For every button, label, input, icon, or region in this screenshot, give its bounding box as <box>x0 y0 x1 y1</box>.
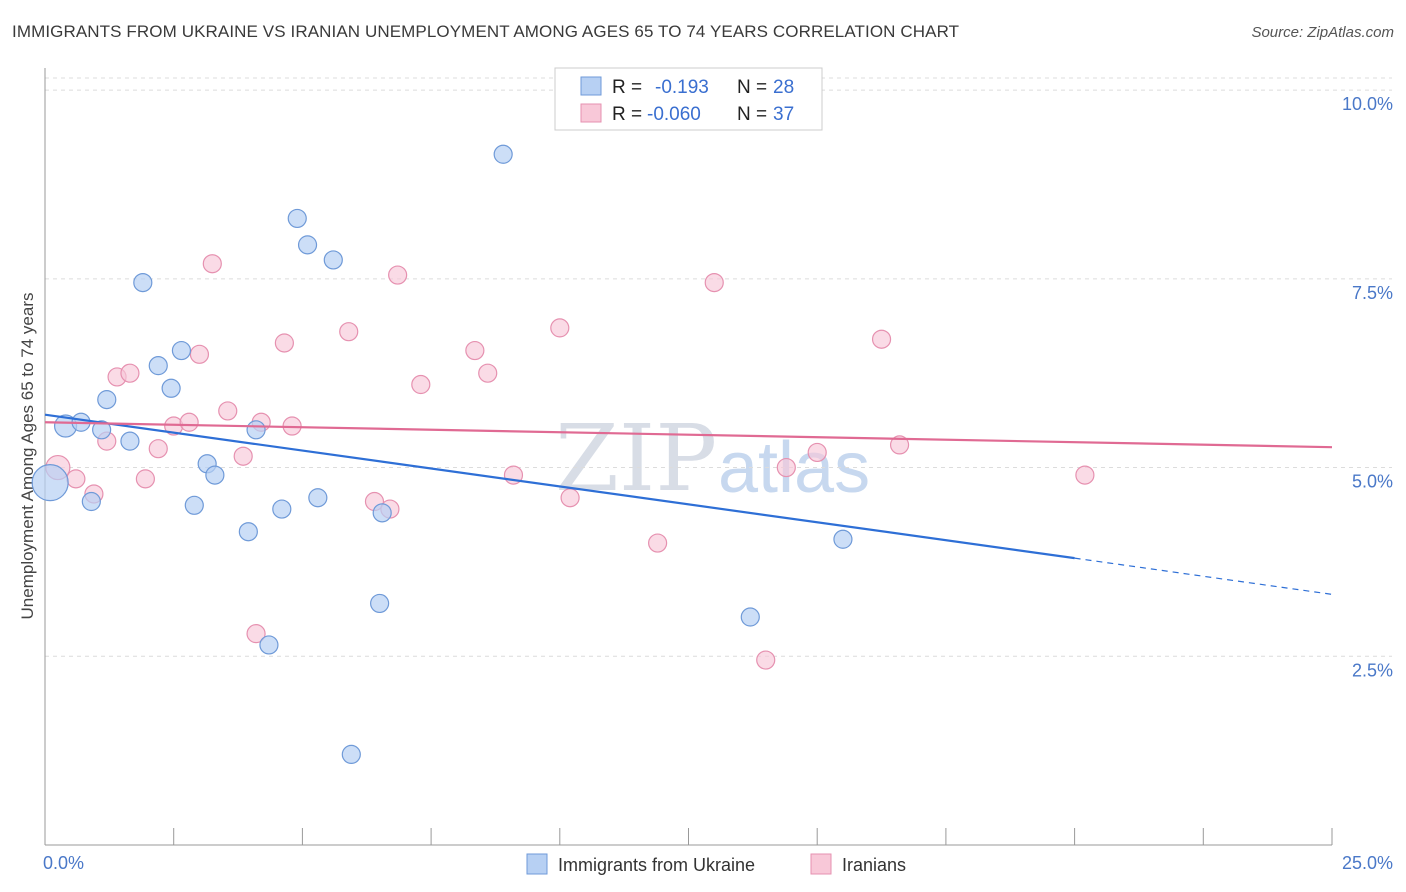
legend-r-value-iran: -0.060 <box>647 104 701 125</box>
ukraine-point <box>740 607 760 627</box>
ukraine-point <box>92 420 112 440</box>
legend-n-label-iran: N = <box>737 104 767 125</box>
y-tick-label: 10.0% <box>1342 94 1393 114</box>
watermark-zip: ZIP <box>555 405 717 512</box>
iran-point <box>339 322 359 342</box>
legend-swatch-iran <box>580 103 602 123</box>
legend-r-value-ukraine: -0.193 <box>655 77 709 98</box>
iran-point <box>560 488 580 508</box>
legend-r-label-ukraine: R = <box>612 77 642 98</box>
x-axis-ticks <box>44 828 1333 845</box>
ukraine-point <box>133 272 153 293</box>
gridlines <box>45 77 1392 657</box>
iran-point <box>807 442 827 463</box>
iran-trend-line <box>44 421 1333 449</box>
iran-point <box>465 340 485 361</box>
ukraine-point <box>120 431 140 451</box>
bottom-legend-label-ukraine: Immigrants from Ukraine <box>558 855 755 875</box>
ukraine-point <box>246 420 266 440</box>
ukraine-point <box>97 390 117 410</box>
iran-point <box>550 318 570 338</box>
ukraine-point <box>259 635 279 655</box>
y-tick-label: 7.5% <box>1352 283 1393 303</box>
iran-point <box>135 469 155 489</box>
ukraine-point <box>493 144 513 164</box>
ukraine-point <box>205 465 225 485</box>
iran-point <box>648 533 668 553</box>
iran-point <box>1075 465 1095 485</box>
ukraine-point <box>81 491 101 512</box>
legend-n-value-ukraine: 28 <box>773 77 794 98</box>
y-tick-label: 2.5% <box>1352 660 1393 680</box>
iran-point <box>120 363 140 383</box>
iran-point <box>66 469 86 489</box>
ukraine-point <box>31 464 69 502</box>
correlation-legend: R = -0.193 N = 28 R = -0.060 N = 37 <box>554 67 823 131</box>
iran-point <box>478 363 498 383</box>
ukraine-point <box>833 529 853 549</box>
iran-point <box>189 344 210 364</box>
source-label: Source: ZipAtlas.com <box>1251 24 1394 41</box>
trend-lines <box>44 413 1333 595</box>
ukraine-point <box>372 503 392 523</box>
ukraine-point <box>308 488 328 508</box>
iran-point <box>218 401 238 421</box>
ukraine-point <box>148 356 168 376</box>
legend-n-label-ukraine: N = <box>737 77 767 98</box>
iran-point <box>776 457 796 478</box>
series-legend: Immigrants from Ukraine Iranians <box>526 853 906 875</box>
ukraine-point <box>323 250 343 270</box>
ukraine-point <box>341 744 361 765</box>
x-tick-label-left: 0.0% <box>43 853 84 873</box>
ukraine-point <box>238 522 258 542</box>
y-axis-label: Unemployment Among Ages 65 to 74 years <box>18 293 37 620</box>
chart-title: IMMIGRANTS FROM UKRAINE VS IRANIAN UNEMP… <box>12 22 960 41</box>
bottom-legend-swatch-iran <box>810 853 832 875</box>
ukraine-point <box>297 235 318 255</box>
ukraine-points <box>31 144 853 765</box>
legend-swatch-ukraine <box>580 76 602 96</box>
ukraine-point <box>370 593 390 614</box>
ukraine-trend-extension <box>1074 557 1333 595</box>
iran-point <box>756 650 776 670</box>
iran-point <box>202 254 222 274</box>
bottom-legend-label-iran: Iranians <box>842 855 906 875</box>
iran-point <box>889 435 910 455</box>
iran-point <box>704 272 724 293</box>
bottom-legend-swatch-ukraine <box>526 853 548 875</box>
ukraine-point <box>184 495 204 515</box>
legend-n-value-iran: 37 <box>773 104 794 125</box>
iran-point <box>871 329 892 349</box>
iran-point <box>233 446 253 466</box>
iran-point <box>148 439 168 459</box>
iran-point <box>411 374 431 395</box>
iran-point <box>388 265 408 285</box>
iran-point <box>246 624 266 644</box>
iran-point <box>274 333 294 353</box>
x-tick-label-right: 25.0% <box>1342 853 1393 873</box>
y-tick-label: 5.0% <box>1352 472 1393 492</box>
ukraine-trend-line <box>44 413 1075 560</box>
ukraine-point <box>161 378 181 398</box>
ukraine-point <box>287 208 307 229</box>
ukraine-point <box>171 340 192 361</box>
ukraine-point <box>272 499 292 519</box>
y-axis-tick-labels: 2.5% 5.0% 7.5% 10.0% <box>1342 94 1393 680</box>
iran-point <box>179 412 199 432</box>
legend-r-label-iran: R = <box>612 104 642 125</box>
